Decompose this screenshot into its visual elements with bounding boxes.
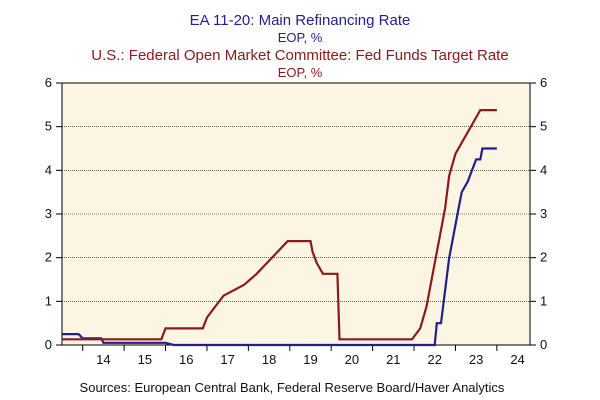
x-axis: 14 15 16 17 18 19 20 21 22 23 24 xyxy=(82,345,525,367)
x-tick-label: 24 xyxy=(510,352,524,367)
x-tick-label: 16 xyxy=(179,352,193,367)
y-tick-label: 3 xyxy=(540,206,547,221)
y-tick-label: 4 xyxy=(540,162,547,177)
x-tick-label: 21 xyxy=(386,352,400,367)
y-tick-label: 6 xyxy=(540,75,547,90)
x-tick-label: 19 xyxy=(303,352,317,367)
x-tick-label: 15 xyxy=(138,352,152,367)
y-tick-label: 0 xyxy=(540,337,547,352)
y-tick-label: 5 xyxy=(540,119,547,134)
y-tick-label: 0 xyxy=(45,337,52,352)
y-tick-label: 6 xyxy=(45,75,52,90)
series-line-us xyxy=(62,109,497,341)
title-us-unit: EOP, % xyxy=(278,65,323,80)
title-ea-unit: EOP, % xyxy=(278,30,323,45)
y-tick-label: 1 xyxy=(45,293,52,308)
y-tick-label: 2 xyxy=(45,250,52,265)
x-tick-label: 17 xyxy=(220,352,234,367)
y-axis-left: 0 1 2 3 4 5 6 xyxy=(45,75,62,352)
title-ea: EA 11-20: Main Refinancing Rate xyxy=(190,12,411,29)
title-us: U.S.: Federal Open Market Committee: Fed… xyxy=(91,47,508,64)
y-tick-label: 1 xyxy=(540,293,547,308)
titles: EA 11-20: Main Refinancing Rate EOP, % U… xyxy=(91,12,508,80)
y-axis-right: 0 1 2 3 4 5 6 xyxy=(530,75,547,352)
x-tick-label: 22 xyxy=(428,352,442,367)
y-tick-label: 4 xyxy=(45,162,52,177)
x-tick-label: 20 xyxy=(345,352,359,367)
source-note: Sources: European Central Bank, Federal … xyxy=(80,380,505,395)
series-line-ea xyxy=(62,147,497,347)
y-tick-label: 5 xyxy=(45,119,52,134)
gridlines xyxy=(62,126,530,302)
x-tick-label: 14 xyxy=(96,352,110,367)
x-tick-label: 18 xyxy=(262,352,276,367)
x-tick-label: 23 xyxy=(469,352,483,367)
y-tick-label: 3 xyxy=(45,206,52,221)
series-lines xyxy=(62,109,497,347)
y-tick-label: 2 xyxy=(540,250,547,265)
